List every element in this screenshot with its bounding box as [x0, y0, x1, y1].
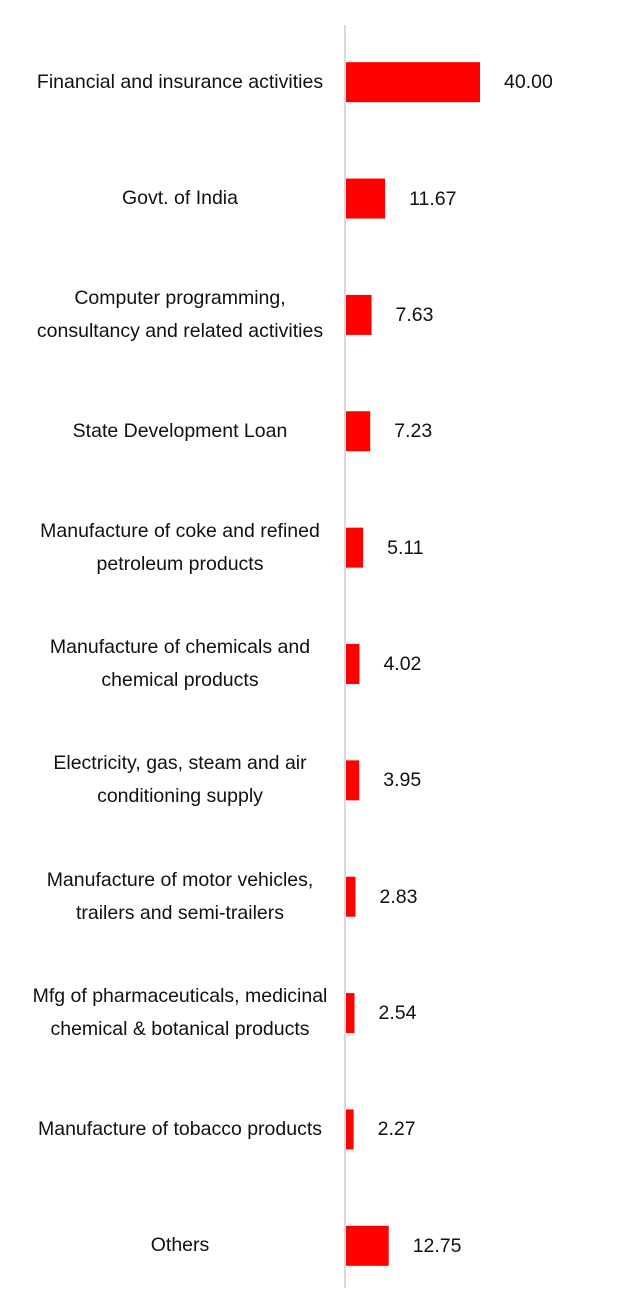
category-label: Manufacture of motor vehicles, trailers …: [46, 868, 314, 924]
category-label: Electricity, gas, steam and air conditio…: [53, 752, 307, 808]
bar: [346, 62, 480, 103]
bar: [346, 644, 360, 684]
category-label: Mfg of pharmaceuticals, medicinal chemic…: [32, 985, 328, 1041]
category-label: Others: [150, 1234, 210, 1257]
bar: [346, 760, 360, 801]
category-label: Computer programming, consultancy and re…: [36, 286, 324, 342]
value-label: 12.75: [412, 1234, 462, 1257]
bar: [346, 294, 372, 335]
value-label: 40.00: [504, 71, 553, 94]
category-label: State Development Loan: [72, 419, 288, 442]
category-label: Financial and insurance activities: [36, 70, 324, 93]
category-label: Manufacture of coke and refined petroleu…: [40, 519, 320, 575]
category-label: Manufacture of chemicals and chemical pr…: [49, 635, 311, 691]
bar: [346, 411, 371, 452]
bar: [346, 178, 386, 219]
category-label: Govt. of India: [122, 187, 238, 210]
bar: [346, 876, 356, 917]
bar: [346, 1225, 389, 1266]
bar: [346, 527, 364, 568]
bar: [346, 993, 355, 1034]
value-label: 3.95: [383, 769, 422, 792]
value-label: 7.23: [394, 420, 433, 443]
value-label: 2.54: [378, 1002, 417, 1025]
value-label: 2.83: [379, 885, 418, 908]
value-label: 11.67: [409, 187, 457, 210]
value-label: 2.27: [377, 1118, 416, 1141]
bar: [346, 1109, 354, 1150]
value-label: 5.11: [387, 536, 424, 559]
category-label: Manufacture of tobacco products: [38, 1117, 322, 1140]
value-label: 7.63: [395, 303, 434, 326]
value-label: 4.02: [383, 653, 422, 675]
